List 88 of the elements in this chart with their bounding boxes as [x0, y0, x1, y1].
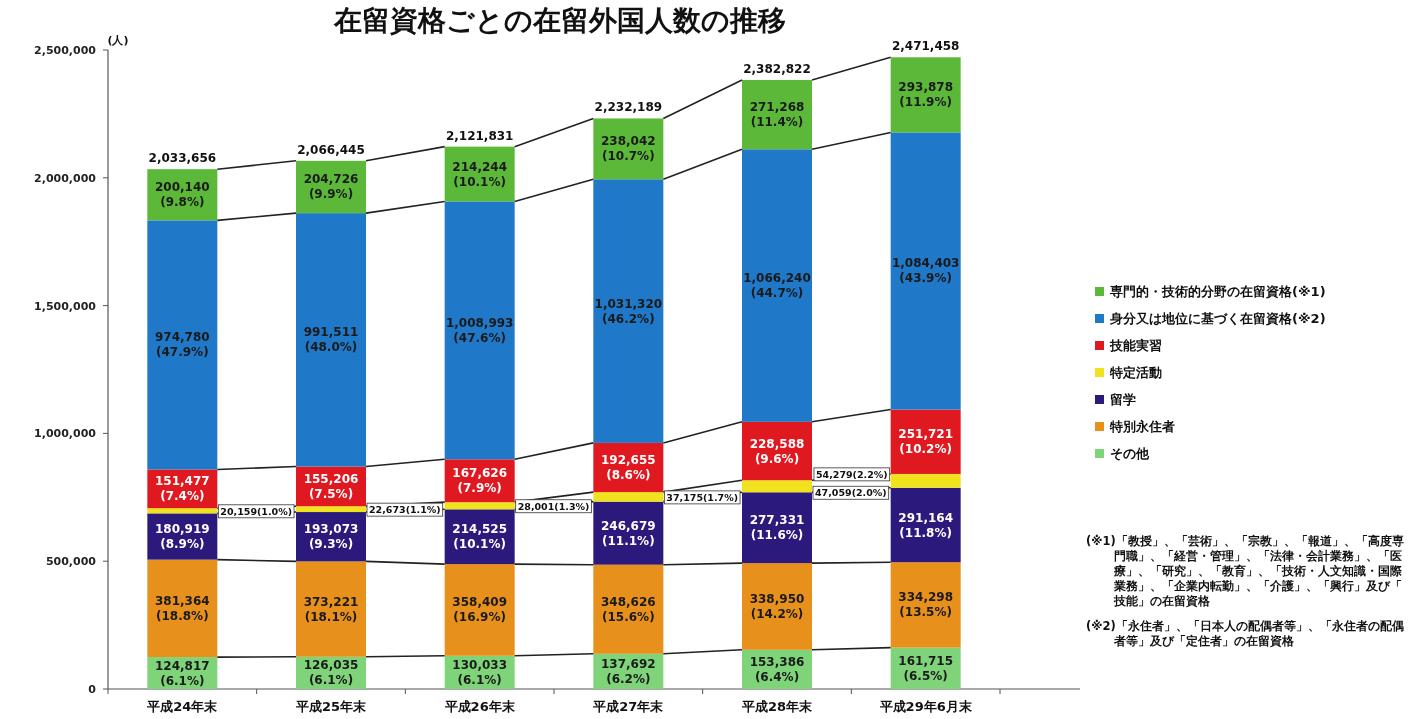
y-tick-label: 1,500,000	[34, 299, 97, 313]
data-label: 338,950 (14.2%)	[749, 591, 805, 621]
data-label: 291,164 (11.8%)	[898, 510, 953, 540]
data-label: 155,206 (7.5%)	[303, 471, 359, 501]
bar	[742, 563, 812, 650]
bar	[890, 473, 961, 488]
data-label: 161,715 (6.5%)	[898, 653, 953, 683]
data-label: 991,511 (48.0%)	[303, 325, 359, 355]
x-tick-label: 平成29年6月末	[878, 699, 973, 714]
legend-label: 特定活動	[1109, 365, 1162, 380]
bar	[296, 213, 366, 467]
x-tick-label: 平成24年末	[146, 699, 219, 714]
data-label: 20,159(1.0%)	[220, 505, 293, 517]
data-label: 381,364 (18.8%)	[155, 593, 210, 623]
bar	[593, 492, 664, 502]
data-label: 28,001(1.3%)	[517, 500, 590, 512]
total-label: 2,232,189	[594, 100, 663, 115]
data-label: 126,035 (6.1%)	[303, 658, 359, 688]
data-label: 228,588 (9.6%)	[749, 436, 805, 466]
total-label: 2,121,831	[445, 128, 514, 143]
bar	[593, 179, 664, 443]
y-tick-label: 1,000,000	[34, 427, 97, 441]
legend-label: 身分又は地位に基づく在留資格(※2)	[1109, 311, 1326, 326]
data-label: 974,780 (47.9%)	[155, 330, 210, 360]
data-label: 293,878 (11.9%)	[898, 80, 953, 110]
bar	[890, 132, 961, 410]
y-axis-title: (人)	[107, 34, 129, 47]
x-tick-label: 平成26年末	[443, 699, 516, 714]
data-label: 277,331 (11.6%)	[749, 513, 805, 543]
bar	[444, 502, 515, 510]
data-label: 1,031,320 (46.2%)	[594, 296, 663, 326]
bar	[444, 564, 515, 656]
data-label: 200,140 (9.8%)	[155, 180, 210, 210]
total-label: 2,066,445	[297, 142, 365, 157]
data-label: 373,221 (18.1%)	[303, 594, 359, 624]
x-tick-label: 平成25年末	[294, 699, 368, 714]
legend-label: 技能実習	[1109, 338, 1162, 353]
bar	[296, 561, 366, 657]
y-tick-label: 500,000	[45, 555, 97, 569]
data-label: 214,244 (10.1%)	[452, 159, 507, 189]
chart-title: 在留資格ごとの在留外国人数の推移	[333, 4, 786, 37]
data-label: 334,298 (13.5%)	[898, 590, 953, 620]
total-label: 2,033,656	[148, 151, 217, 166]
data-label: 193,073 (9.3%)	[303, 522, 359, 552]
bar	[742, 480, 812, 493]
legend-label: 特別永住者	[1109, 419, 1175, 434]
data-label: 37,175(1.7%)	[666, 491, 739, 503]
data-label: 167,626 (7.9%)	[452, 466, 507, 496]
x-tick-label: 平成27年末	[592, 699, 665, 714]
data-label: 22,673(1.1%)	[369, 504, 441, 516]
y-tick-label: 0	[88, 683, 97, 696]
data-label: 47,059(2.0%)	[815, 487, 887, 499]
bar	[147, 559, 218, 658]
data-label: 358,409 (16.9%)	[452, 595, 507, 625]
data-label: 1,084,403 (43.9%)	[891, 256, 960, 286]
legend-label: その他	[1110, 446, 1150, 461]
data-label: 1,066,240 (44.7%)	[743, 271, 811, 301]
text: (※2)「永住者」、「日本人の配偶者等」、「永住者の配偶者等」及び「定住者」の在留資格	[1086, 619, 1404, 648]
bar	[890, 562, 961, 648]
data-label: 137,692 (6.2%)	[601, 656, 656, 686]
legend-label: 専門的・技術的分野の在留資格(※1)	[1109, 284, 1326, 299]
legend-label: 留学	[1110, 392, 1136, 407]
data-label: 54,279(2.2%)	[815, 468, 888, 480]
data-label: 151,477 (7.4%)	[155, 474, 210, 504]
bar	[147, 220, 218, 470]
data-label: 246,679 (11.1%)	[601, 518, 656, 548]
text: (※1)「教授」、「芸術」、「宗教」、「報道」、「高度専門職」、「経営・管理」、「法律・会計業務」、「医療」、「研究」、「教育」、「技術・人文知識・国際業務」、「企業内転勤」、「介護」、「興行」及び「技能」の在留資格	[1086, 534, 1404, 608]
data-label: 192,655 (8.6%)	[601, 453, 656, 483]
data-label: 238,042 (10.7%)	[601, 134, 656, 164]
bar	[742, 149, 812, 422]
data-label: 180,919 (8.9%)	[155, 522, 210, 551]
data-label: 153,386 (6.4%)	[749, 654, 805, 684]
data-label: 1,008,993 (47.6%)	[445, 315, 514, 345]
y-tick-label: 2,500,000	[34, 44, 97, 57]
data-label: 214,525 (10.1%)	[452, 522, 507, 552]
data-label: 348,626 (15.6%)	[601, 594, 656, 624]
data-label: 204,726 (9.9%)	[303, 172, 359, 202]
total-label: 2,382,822	[743, 61, 811, 76]
data-label: 124,817 (6.1%)	[155, 658, 210, 688]
total-label: 2,471,458	[891, 39, 960, 54]
x-tick-label: 平成28年末	[740, 699, 814, 714]
bar	[147, 508, 218, 514]
bar	[296, 506, 366, 513]
data-label: 130,033 (6.1%)	[452, 657, 507, 687]
bar	[444, 201, 515, 460]
data-label: 251,721 (10.2%)	[898, 427, 953, 457]
data-label: 271,268 (11.4%)	[749, 100, 805, 130]
y-tick-label: 2,000,000	[34, 171, 97, 185]
